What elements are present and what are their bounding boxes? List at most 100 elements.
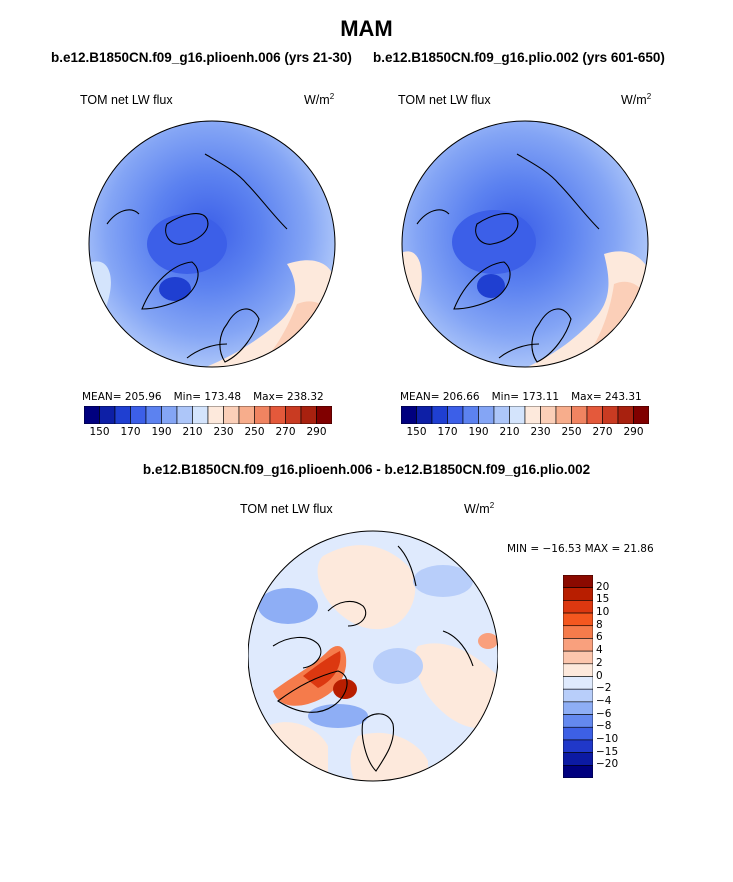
difference-warm-southeast (350, 732, 428, 781)
panel1-colorbar (84, 406, 332, 424)
panel2-units-base: W/m (621, 93, 647, 108)
difference-cold-north-east (413, 565, 473, 597)
panel1-colorbar-box (192, 406, 209, 424)
panel2-coastlines (416, 153, 600, 363)
panel1-colorbar-box (130, 406, 147, 424)
difference-colorbar-box (563, 625, 593, 639)
figure-title: MAM (340, 16, 393, 41)
panel1-colorbar-box (223, 406, 240, 424)
panel1-colorbar-tick: 210 (182, 426, 203, 438)
panel2-case-title: b.e12.B1850CN.f09_g16.plio.002 (yrs 601-… (373, 50, 665, 65)
panel1-colorbar-box (269, 406, 286, 424)
panel1-colorbar-box (238, 406, 255, 424)
panel2-colorbar-box (602, 406, 619, 424)
difference-colorbar-box (563, 765, 593, 778)
difference-variable: TOM net LW flux (240, 502, 333, 516)
panel2-colorbar-box (509, 406, 526, 424)
panel2-map (401, 120, 649, 368)
difference-colorbar-box (563, 663, 593, 677)
difference-colorbar-tick: 10 (596, 606, 610, 619)
panel1-units-sup: 2 (329, 92, 335, 101)
panel1-colorbar-box (84, 406, 100, 424)
panel2-colorbar-box (431, 406, 448, 424)
difference-colorbar-tick: 6 (596, 631, 603, 644)
panel2-cold-spot (477, 274, 505, 298)
panel1-cold-spot (159, 277, 191, 301)
difference-colorbar-box (563, 676, 593, 690)
difference-colorbar-tick: 0 (596, 669, 603, 682)
panel1-min: Min= 173.48 (173, 391, 242, 403)
panel2-colorbar-tick: 270 (592, 426, 613, 438)
difference-colorbar-tick: 20 (596, 580, 610, 593)
panel1-coastlines (106, 153, 288, 363)
panel2-colorbar-box (540, 406, 557, 424)
difference-colorbar-tick: −4 (596, 694, 612, 707)
panel2-colorbar-box (462, 406, 479, 424)
difference-colorbar-tick: −6 (596, 707, 612, 720)
difference-cold-west (258, 588, 318, 624)
panel1-colorbar-box (300, 406, 317, 424)
panel1-colorbar-tick: 170 (120, 426, 141, 438)
panel2-colorbar-box (586, 406, 603, 424)
panel1-colorbar-tick: 270 (275, 426, 296, 438)
difference-hot-core (303, 651, 341, 688)
panel1-map-border (88, 120, 336, 368)
difference-colorbar (563, 575, 593, 778)
difference-colorbar-tick: −10 (596, 732, 619, 745)
difference-warm-spot (478, 633, 498, 649)
panel1-units: W/m2 (304, 92, 334, 107)
panel2-colorbar-box (478, 406, 495, 424)
difference-colorbar-tick: 8 (596, 618, 603, 631)
panel2-colorbar-box (447, 406, 464, 424)
difference-map (248, 530, 498, 782)
difference-map-border (248, 530, 498, 782)
panel2-cold-core (452, 210, 536, 274)
panel1-colorbar-box (114, 406, 131, 424)
difference-title: b.e12.B1850CN.f09_g16.plioenh.006 - b.e1… (142, 462, 591, 477)
panel1-colorbar-box (285, 406, 302, 424)
panel1-case-title: b.e12.B1850CN.f09_g16.plioenh.006 (yrs 2… (51, 50, 352, 65)
panel1-colorbar-box (254, 406, 271, 424)
difference-colorbar-tick: 2 (596, 656, 603, 669)
panel2-colorbar-box (524, 406, 541, 424)
panel1-colorbar-tick: 150 (89, 426, 110, 438)
panel1-max: Max= 238.32 (253, 391, 324, 403)
panel1-units-base: W/m (304, 93, 330, 108)
panel2-colorbar-tick: 230 (530, 426, 551, 438)
panel1-colorbar-box (145, 406, 162, 424)
difference-coastlines (272, 545, 474, 772)
panel2-units: W/m2 (621, 92, 651, 107)
difference-colorbar-box (563, 638, 593, 652)
difference-colorbar-tick: −20 (596, 758, 619, 771)
difference-colorbar-labels: 20 15 10 8 6 4 2 0 −2 −4 −6 −8 −10 −15 −20 (596, 575, 656, 778)
panel2-colorbar-box (617, 406, 634, 424)
difference-units-sup: 2 (489, 501, 495, 510)
difference-minmax: MIN = −16.53 MAX = 21.86 (507, 543, 654, 555)
panel2-colorbar-tick: 170 (437, 426, 458, 438)
difference-colorbar-tick: −15 (596, 745, 619, 758)
difference-units: W/m2 (464, 501, 494, 516)
panel1-colorbar-box (161, 406, 178, 424)
difference-colorbar-box (563, 575, 593, 588)
panel2-max: Max= 243.31 (571, 391, 642, 403)
difference-cold-center (373, 648, 423, 684)
difference-colorbar-tick: −8 (596, 720, 612, 733)
panel1-colorbar-tick: 230 (213, 426, 234, 438)
panel1-variable: TOM net LW flux (80, 93, 173, 107)
panel2-edge-warm (402, 251, 422, 342)
difference-hot-spot (333, 679, 357, 699)
panel2-units-sup: 2 (646, 92, 652, 101)
panel2-colorbar-labels: 150 170 190 210 230 250 270 290 (401, 426, 649, 440)
panel1-edge-region (89, 261, 111, 344)
difference-cold-south (308, 704, 368, 728)
panel1-mean: MEAN= 205.96 (82, 391, 162, 403)
panel2-colorbar-tick: 290 (623, 426, 644, 438)
difference-colorbar-box (563, 726, 593, 741)
difference-colorbar-box (563, 587, 593, 601)
difference-colorbar-box (563, 650, 593, 665)
panel2-colorbar-box (401, 406, 417, 424)
difference-colorbar-box (563, 714, 593, 728)
panel2-colorbar (401, 406, 649, 424)
difference-colorbar-tick: −2 (596, 682, 612, 695)
panel2-colorbar-box (555, 406, 572, 424)
